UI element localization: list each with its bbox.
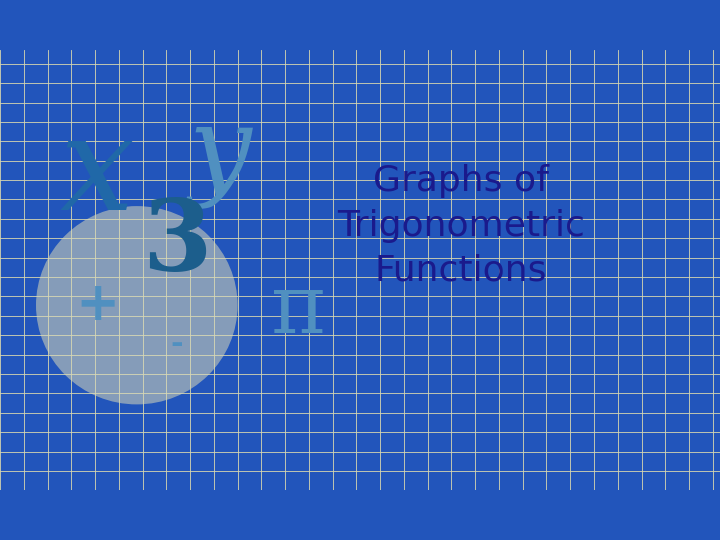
Text: π: π (271, 269, 326, 350)
Text: +: + (75, 279, 120, 331)
Text: y: y (188, 102, 251, 209)
Text: Graphs of
Trigonometric
Functions: Graphs of Trigonometric Functions (337, 164, 585, 288)
Ellipse shape (36, 206, 238, 404)
Text: x: x (60, 109, 135, 238)
Text: 3: 3 (142, 195, 211, 292)
Text: -: - (170, 330, 183, 360)
